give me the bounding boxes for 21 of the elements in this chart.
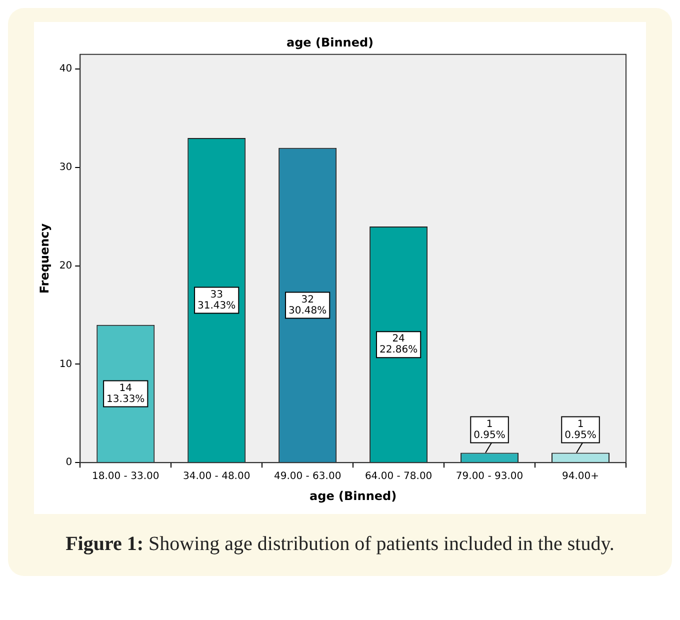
y-tick-label: 10 [59,358,72,370]
data-label: 14 13.33% [106,382,145,405]
x-tick-label: 49.00 - 63.00 [274,471,342,482]
x-tick-label: 64.00 - 78.00 [364,471,432,482]
x-tick-label: 34.00 - 48.00 [182,471,250,482]
y-tick-label: 0 [66,457,72,468]
y-tick-label: 40 [59,64,72,75]
data-label: 32 30.48% [288,294,327,316]
y-axis-title: Frequency [37,223,52,294]
chart-title: age (Binned) [286,35,374,50]
x-tick-label: 79.00 - 93.00 [456,471,524,482]
data-label: 33 31.43% [198,289,236,312]
x-tick-label: 94.00+ [562,471,600,482]
caption: Figure 1: Showing age distribution of patients included in the study. [64,532,616,557]
data-label: 1 0.95% [564,418,596,441]
x-tick-label: 18.00 - 33.00 [92,471,160,482]
data-label: 1 0.95% [474,418,506,441]
y-tick-label: 20 [59,260,72,272]
y-tick-label: 30 [59,162,72,174]
data-label: 24 22.86% [379,334,418,356]
x-axis-title: age (Binned) [310,488,397,503]
